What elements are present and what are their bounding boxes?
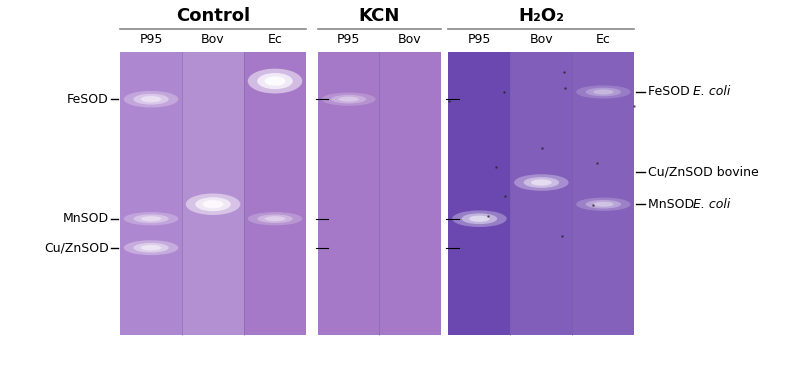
Ellipse shape	[141, 216, 161, 221]
Bar	[318, 52, 380, 335]
Ellipse shape	[195, 197, 231, 211]
Text: Bov: Bov	[398, 33, 422, 46]
Ellipse shape	[586, 200, 621, 208]
Text: KCN: KCN	[359, 7, 400, 25]
Ellipse shape	[257, 214, 293, 223]
Ellipse shape	[331, 95, 366, 104]
Ellipse shape	[593, 202, 614, 207]
Text: E. coli: E. coli	[693, 198, 730, 211]
Ellipse shape	[248, 212, 303, 225]
Ellipse shape	[586, 88, 621, 96]
Text: MnSOD: MnSOD	[63, 212, 109, 225]
Text: Cu/ZnSOD bovine: Cu/ZnSOD bovine	[648, 165, 758, 178]
Ellipse shape	[322, 93, 376, 106]
Ellipse shape	[264, 76, 285, 86]
Text: E. coli: E. coli	[693, 85, 730, 99]
Ellipse shape	[515, 174, 569, 191]
Ellipse shape	[248, 69, 303, 93]
Ellipse shape	[593, 89, 614, 95]
Bar	[511, 52, 572, 335]
Ellipse shape	[524, 177, 559, 188]
Ellipse shape	[141, 245, 161, 250]
Bar	[572, 52, 634, 335]
Ellipse shape	[124, 212, 179, 225]
Text: Bov: Bov	[530, 33, 553, 46]
Ellipse shape	[133, 94, 169, 104]
Ellipse shape	[264, 216, 285, 221]
Bar	[449, 52, 634, 335]
Text: Cu/ZnSOD: Cu/ZnSOD	[44, 241, 109, 254]
Ellipse shape	[124, 240, 179, 255]
Ellipse shape	[461, 214, 497, 224]
Bar	[120, 52, 182, 335]
Text: P95: P95	[468, 33, 491, 46]
Text: Ec: Ec	[596, 33, 611, 46]
Ellipse shape	[338, 97, 359, 102]
Text: Bov: Bov	[201, 33, 225, 46]
Ellipse shape	[576, 85, 630, 99]
Bar	[244, 52, 306, 335]
Bar	[120, 52, 306, 335]
Text: MnSOD: MnSOD	[648, 198, 698, 211]
Bar	[318, 52, 441, 335]
Ellipse shape	[202, 200, 223, 208]
Ellipse shape	[133, 243, 169, 253]
Text: FeSOD: FeSOD	[648, 85, 694, 99]
Text: P95: P95	[337, 33, 360, 46]
Bar	[182, 52, 244, 335]
Bar	[449, 52, 511, 335]
Ellipse shape	[576, 197, 630, 211]
Ellipse shape	[257, 73, 293, 89]
Ellipse shape	[469, 216, 490, 222]
Text: H₂O₂: H₂O₂	[518, 7, 565, 25]
Ellipse shape	[531, 179, 552, 186]
Ellipse shape	[186, 193, 241, 215]
Text: Ec: Ec	[268, 33, 283, 46]
Ellipse shape	[124, 91, 179, 107]
Ellipse shape	[452, 211, 507, 227]
Text: P95: P95	[140, 33, 163, 46]
Text: FeSOD: FeSOD	[67, 93, 109, 106]
Ellipse shape	[133, 214, 169, 223]
Ellipse shape	[141, 96, 161, 102]
Bar	[380, 52, 441, 335]
Text: Control: Control	[176, 7, 250, 25]
